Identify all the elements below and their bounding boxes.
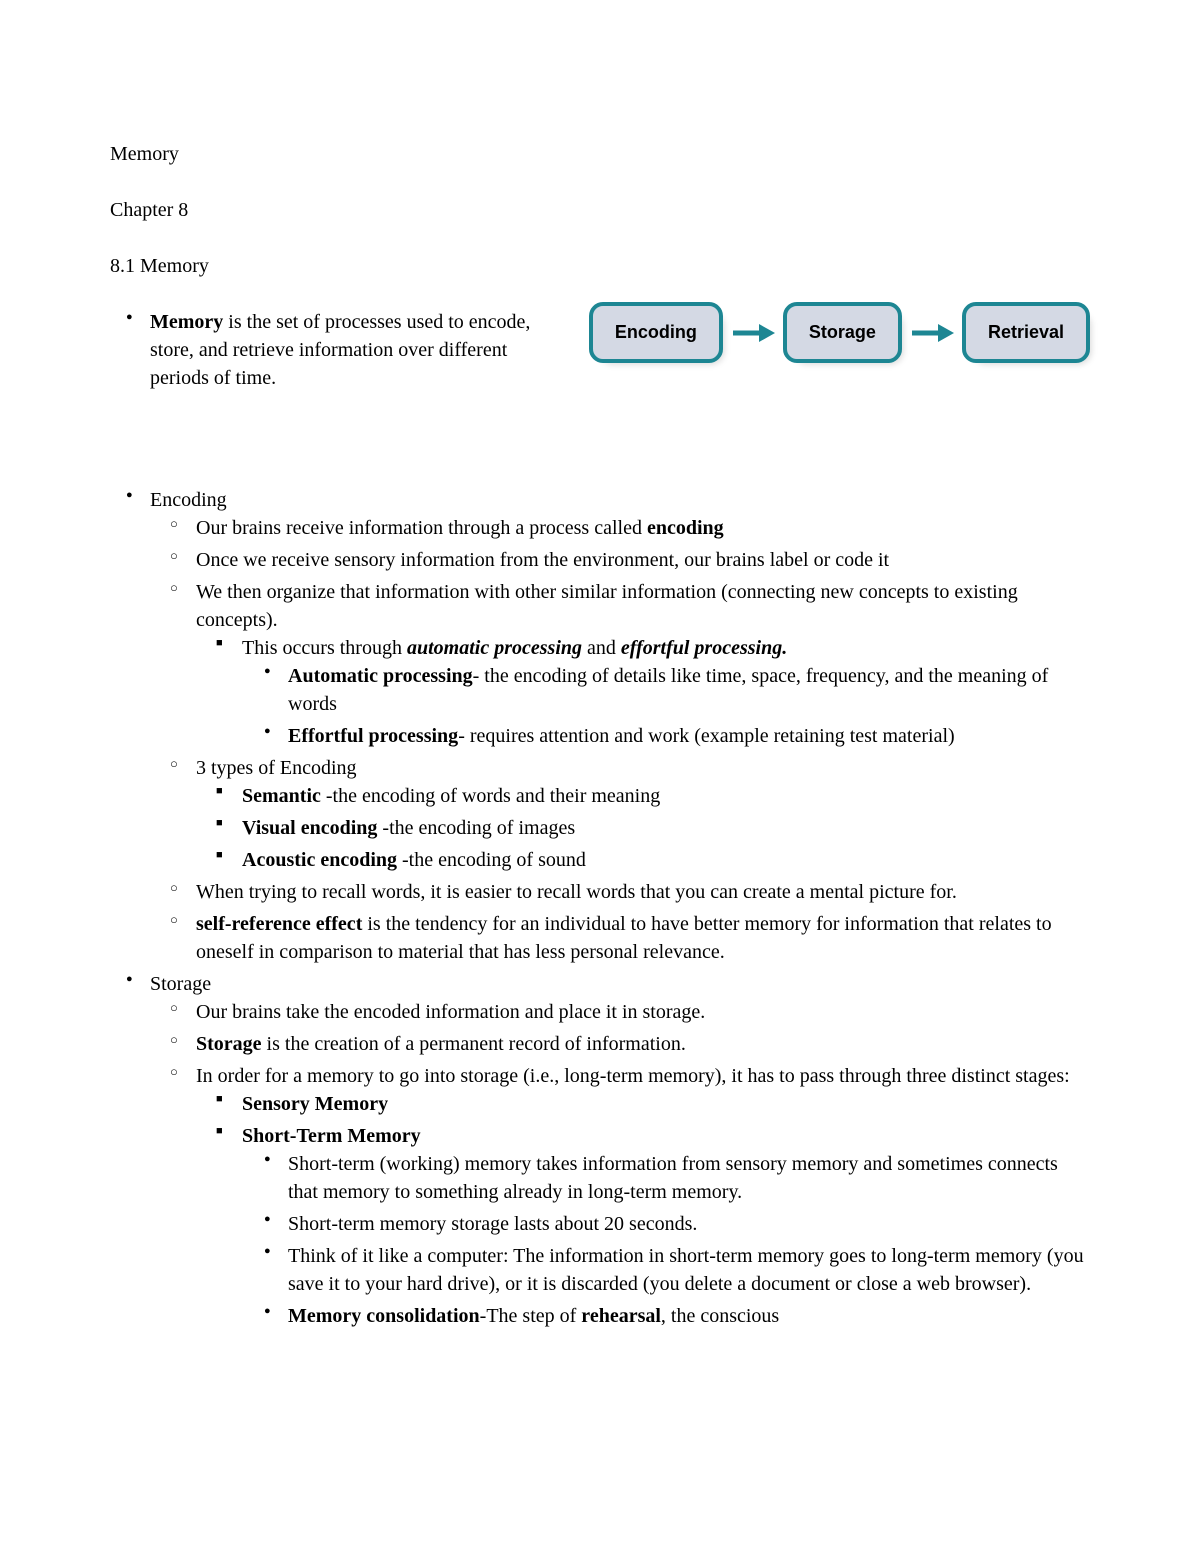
- arrow-icon: [910, 321, 954, 345]
- storage-section: Storage Our brains take the encoded info…: [150, 970, 1090, 1330]
- storage-point: Storage is the creation of a permanent r…: [196, 1030, 1090, 1058]
- definition-term: Memory: [150, 311, 223, 333]
- encoding-types: 3 types of Encoding Semantic -the encodi…: [196, 754, 1090, 874]
- flow-box-encoding: Encoding: [589, 302, 723, 363]
- automatic-processing: Automatic processing- the encoding of de…: [288, 662, 1090, 718]
- flow-box-retrieval: Retrieval: [962, 302, 1090, 363]
- definition-row: Memory is the set of processes used to e…: [110, 308, 1090, 396]
- semantic-encoding: Semantic -the encoding of words and thei…: [242, 782, 1090, 810]
- encoding-title: Encoding: [150, 489, 227, 511]
- chapter-label: Chapter 8: [110, 196, 1090, 224]
- storage-title: Storage: [150, 973, 211, 995]
- sensory-memory: Sensory Memory: [242, 1090, 1090, 1118]
- visual-encoding: Visual encoding -the encoding of images: [242, 814, 1090, 842]
- short-term-memory: Short-Term Memory Short-term (working) m…: [242, 1122, 1090, 1330]
- self-reference: self-reference effect is the tendency fo…: [196, 910, 1090, 966]
- definition-item: Memory is the set of processes used to e…: [150, 308, 569, 392]
- flow-box-storage: Storage: [783, 302, 902, 363]
- recall-note: When trying to recall words, it is easie…: [196, 878, 1090, 906]
- page-title: Memory: [110, 140, 1090, 168]
- encoding-point: Once we receive sensory information from…: [196, 546, 1090, 574]
- memory-flow-diagram: Encoding Storage Retrieval: [589, 302, 1090, 363]
- section-label: 8.1 Memory: [110, 252, 1090, 280]
- encoding-section: Encoding Our brains receive information …: [150, 486, 1090, 966]
- storage-point: In order for a memory to go into storage…: [196, 1062, 1090, 1330]
- stm-point: Short-term memory storage lasts about 20…: [288, 1210, 1090, 1238]
- acoustic-encoding: Acoustic encoding -the encoding of sound: [242, 846, 1090, 874]
- effortful-processing: Effortful processing- requires attention…: [288, 722, 1090, 750]
- storage-point: Our brains take the encoded information …: [196, 998, 1090, 1026]
- encoding-point: We then organize that information with o…: [196, 578, 1090, 750]
- stm-point: Short-term (working) memory takes inform…: [288, 1150, 1090, 1206]
- arrow-icon: [731, 321, 775, 345]
- processing-types: This occurs through automatic processing…: [242, 634, 1090, 750]
- encoding-point: Our brains receive information through a…: [196, 514, 1090, 542]
- stm-point: Think of it like a computer: The informa…: [288, 1242, 1090, 1298]
- memory-consolidation: Memory consolidation-The step of rehears…: [288, 1302, 1090, 1330]
